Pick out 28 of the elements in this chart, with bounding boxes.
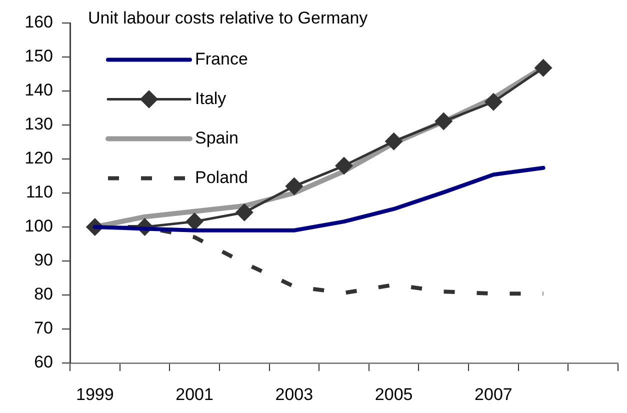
- point: [534, 58, 552, 77]
- x-tick-label: 1999: [76, 384, 114, 404]
- point: [335, 156, 353, 175]
- legend-label: Poland: [195, 168, 248, 187]
- y-tick-label: 150: [24, 46, 53, 66]
- y-tick-label: 140: [24, 80, 53, 100]
- y-tick-label: 110: [26, 182, 53, 202]
- point: [235, 203, 254, 222]
- point: [285, 177, 304, 196]
- point: [484, 92, 502, 111]
- y-tick-label: 130: [24, 114, 53, 134]
- legend-label: France: [195, 49, 248, 68]
- y-tick-label: 120: [24, 148, 53, 168]
- y-tick-label: 90: [34, 250, 53, 270]
- x-tick-label: 2003: [275, 384, 314, 404]
- legend-label: Italy: [195, 88, 227, 108]
- x-tick-label: 2007: [474, 384, 512, 404]
- x-tick-label: 2001: [176, 384, 214, 404]
- legend-label: Spain: [195, 128, 238, 148]
- y-tick-label: 60: [34, 352, 53, 372]
- x-tick-label: 2005: [374, 384, 413, 404]
- y-tick-label: 80: [34, 284, 53, 304]
- point: [434, 112, 453, 130]
- chart-title: Unit labour costs relative to Germany: [88, 8, 368, 28]
- point: [384, 132, 403, 150]
- y-tick-label: 100: [24, 216, 53, 236]
- y-tick-label: 70: [34, 318, 53, 338]
- y-tick-label: 160: [24, 12, 53, 32]
